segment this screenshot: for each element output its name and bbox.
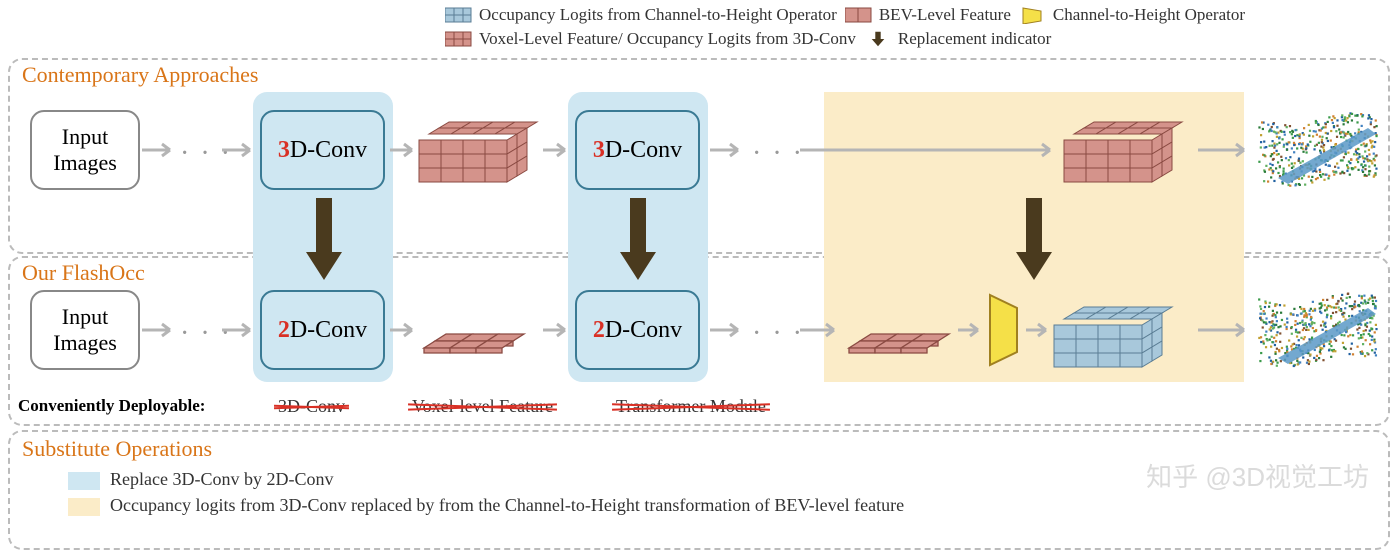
deploy-label: Conveniently Deployable: [18,396,205,416]
input-images-top: Input Images [30,110,140,190]
arrow-icon [1198,142,1254,158]
strike-transformer: Transformer Module [616,396,766,417]
arrow-icon [1026,322,1054,338]
conv3d-box-1: 3D-Conv [260,110,385,190]
input-images-bot: Input Images [30,290,140,370]
arrow-icon [800,322,844,338]
voxel-feature-out-top [1060,100,1190,190]
sub-text: Replace 3D-Conv by 2D-Conv [110,469,333,489]
watermark: 知乎 @3D视觉工坊 [1146,457,1369,494]
legend-label: Replacement indicator [898,28,1051,50]
conv3d-box-2: 3D-Conv [575,110,700,190]
channel-to-height-icon [985,290,1025,370]
voxel-feature-1 [415,100,545,190]
conv2d-box-1: 2D-Conv [260,290,385,370]
arrow-icon [710,142,748,158]
legend-label: Voxel-Level Feature/ Occupancy Logits fr… [479,28,856,50]
substitute-list: Replace 3D-Conv by 2D-Conv Occupancy log… [22,466,904,518]
bev-feature-1 [420,300,540,370]
arrow-icon [710,322,748,338]
arrow-icon [543,142,573,158]
sub-swatch-yellow [68,498,100,516]
dots: · · · [752,318,804,350]
conv2d-box-2: 2D-Conv [575,290,700,370]
arrow-icon [222,322,260,338]
bev-feature-2 [845,300,965,370]
sub-text: Occupancy logits from 3D-Conv replaced b… [110,495,904,515]
occ-logits-blue [1050,280,1190,375]
legend-label: BEV-Level Feature [879,4,1011,26]
arrow-icon [958,322,986,338]
legend-label: Channel-to-Height Operator [1053,4,1245,26]
arrow-icon [390,322,420,338]
strike-3dconv: 3D-Conv [278,396,345,417]
replacement-arrow-icon [1016,198,1052,282]
arrow-icon [142,322,180,338]
arrow-icon [1198,322,1254,338]
title-substitute: Substitute Operations [22,436,212,462]
legend-icon-voxel [445,30,473,48]
legend-icon-downarrow [864,30,892,48]
legend-icon-chop [1019,6,1047,24]
arrow-icon [543,322,573,338]
arrow-icon [222,142,260,158]
sub-swatch-blue [68,472,100,490]
replacement-arrow-icon [620,198,656,282]
legend-icon-occ-blue [445,6,473,24]
dots: · · · [752,138,804,170]
legend-icon-bev [845,6,873,24]
legend: Occupancy Logits from Channel-to-Height … [445,4,1389,52]
result-pointcloud-top [1258,108,1378,188]
arrow-icon [390,142,420,158]
strike-voxel: Voxel-level Feature [412,396,553,417]
result-pointcloud-bot [1258,288,1378,368]
title-flashocc: Our FlashOcc [22,260,145,286]
legend-label: Occupancy Logits from Channel-to-Height … [479,4,837,26]
arrow-icon [800,142,1060,158]
arrow-icon [142,142,180,158]
title-contemporary: Contemporary Approaches [22,62,258,88]
replacement-arrow-icon [306,198,342,282]
